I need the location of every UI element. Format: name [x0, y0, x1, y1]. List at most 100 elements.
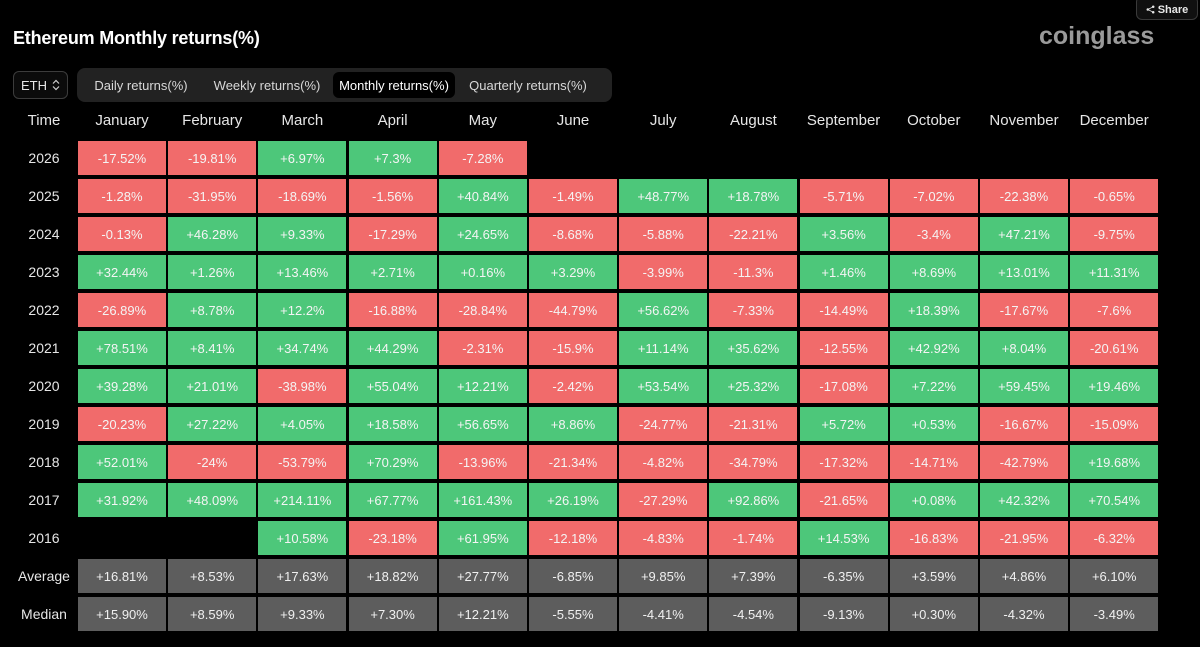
summary-label-median: Median [21, 606, 67, 622]
asset-select[interactable]: ETH [13, 71, 68, 99]
coinglass-logo: coinglass [1039, 22, 1155, 50]
return-cell: -12.55% [799, 331, 888, 365]
return-cell: -2.31% [438, 331, 527, 365]
return-cell: +14.53% [799, 521, 888, 555]
return-cell: +8.78% [168, 293, 257, 327]
return-cell: +4.86% [980, 559, 1068, 593]
return-cell: -24.77% [619, 407, 708, 441]
return-cell: -3.4% [889, 217, 978, 251]
month-header-march: March [281, 111, 324, 129]
return-cell: -17.52% [78, 141, 166, 175]
return-cell: +32.44% [78, 255, 166, 289]
year-label-2017: 2017 [28, 492, 60, 508]
return-cell: +46.28% [168, 217, 257, 251]
return-cell: -5.71% [799, 179, 888, 213]
return-cell: -42.79% [980, 445, 1068, 479]
return-cell: +42.32% [980, 483, 1068, 517]
return-cell: -17.08% [799, 369, 888, 403]
tab-daily-returns[interactable]: Daily returns(%) [94, 77, 188, 93]
return-cell: -21.65% [799, 483, 888, 517]
return-cell: -18.69% [258, 179, 347, 213]
return-cell: -7.33% [709, 293, 798, 327]
return-cell: -13.96% [438, 445, 527, 479]
return-cell: +1.26% [168, 255, 257, 289]
return-cell: +70.29% [348, 445, 437, 479]
return-cell: +9.33% [258, 597, 347, 631]
return-cell: -31.95% [168, 179, 257, 213]
return-cell: -4.83% [619, 521, 708, 555]
month-header-september: September [806, 111, 881, 129]
return-cell: +67.77% [348, 483, 437, 517]
return-cell: +4.05% [258, 407, 347, 441]
return-cell: +8.59% [168, 597, 257, 631]
return-cell: -3.49% [1070, 597, 1159, 631]
return-cell: +8.86% [529, 407, 617, 441]
return-cell: +48.77% [619, 179, 708, 213]
return-cell: -17.29% [348, 217, 437, 251]
return-cell: -5.88% [619, 217, 708, 251]
share-label: Share [1157, 3, 1189, 16]
return-cell: +7.30% [348, 597, 437, 631]
return-cell: -0.13% [78, 217, 166, 251]
return-cell: +214.11% [258, 483, 347, 517]
return-cell: +56.62% [619, 293, 708, 327]
return-cell: -20.61% [1070, 331, 1159, 365]
return-cell: +7.3% [348, 141, 437, 175]
return-cell: -16.83% [889, 521, 978, 555]
return-cell: +39.28% [78, 369, 166, 403]
return-cell: +26.19% [529, 483, 617, 517]
tab-weekly-returns[interactable]: Weekly returns(%) [213, 77, 321, 93]
return-cell: +19.46% [1070, 369, 1159, 403]
return-cell: -15.09% [1070, 407, 1159, 441]
tab-quarterly-returns[interactable]: Quarterly returns(%) [469, 77, 587, 93]
return-cell: -7.02% [889, 179, 978, 213]
return-cell: -16.67% [980, 407, 1068, 441]
return-cell: +3.56% [799, 217, 888, 251]
return-cell: +25.32% [709, 369, 798, 403]
return-cell: +52.01% [78, 445, 166, 479]
return-cell: +0.08% [889, 483, 978, 517]
return-cell: -1.28% [78, 179, 166, 213]
returns-tabs: Daily returns(%) Weekly returns(%) Month… [77, 68, 612, 102]
month-header-june: June [556, 111, 590, 129]
chevron-up-down-icon [52, 79, 60, 91]
month-header-april: April [377, 111, 408, 129]
return-cell: -9.13% [799, 597, 888, 631]
month-header-october: October [907, 111, 961, 129]
return-cell: +27.77% [438, 559, 527, 593]
return-cell: +78.51% [78, 331, 166, 365]
return-cell: +34.74% [258, 331, 347, 365]
asset-select-value: ETH [21, 77, 47, 93]
return-cell: -21.34% [529, 445, 617, 479]
return-cell: -4.32% [980, 597, 1068, 631]
year-label-2019: 2019 [28, 416, 60, 432]
return-cell: +27.22% [168, 407, 257, 441]
return-cell: +47.21% [980, 217, 1068, 251]
return-cell: +92.86% [709, 483, 798, 517]
return-cell: +7.22% [889, 369, 978, 403]
return-cell: -4.54% [709, 597, 798, 631]
return-cell: -4.41% [619, 597, 708, 631]
return-cell: -1.56% [348, 179, 437, 213]
return-cell: -19.81% [168, 141, 257, 175]
month-header-may: May [468, 111, 497, 129]
month-header-december: December [1079, 111, 1149, 129]
month-header-july: July [649, 111, 677, 129]
tab-monthly-returns[interactable]: Monthly returns(%) [333, 72, 455, 98]
return-cell: +35.62% [709, 331, 798, 365]
month-header-february: February [182, 111, 243, 129]
return-cell: +13.01% [980, 255, 1068, 289]
return-cell: +7.39% [709, 559, 798, 593]
return-cell: +48.09% [168, 483, 257, 517]
return-cell: +13.46% [258, 255, 347, 289]
return-cell: +12.21% [438, 597, 527, 631]
return-cell: +15.90% [78, 597, 166, 631]
return-cell: -24% [168, 445, 257, 479]
month-header-august: August [730, 111, 777, 129]
return-cell: +8.41% [168, 331, 257, 365]
return-cell: +11.31% [1070, 255, 1159, 289]
return-cell: -22.21% [709, 217, 798, 251]
return-cell: -7.6% [1070, 293, 1159, 327]
share-button[interactable]: Share [1136, 0, 1198, 20]
return-cell: +18.78% [709, 179, 798, 213]
